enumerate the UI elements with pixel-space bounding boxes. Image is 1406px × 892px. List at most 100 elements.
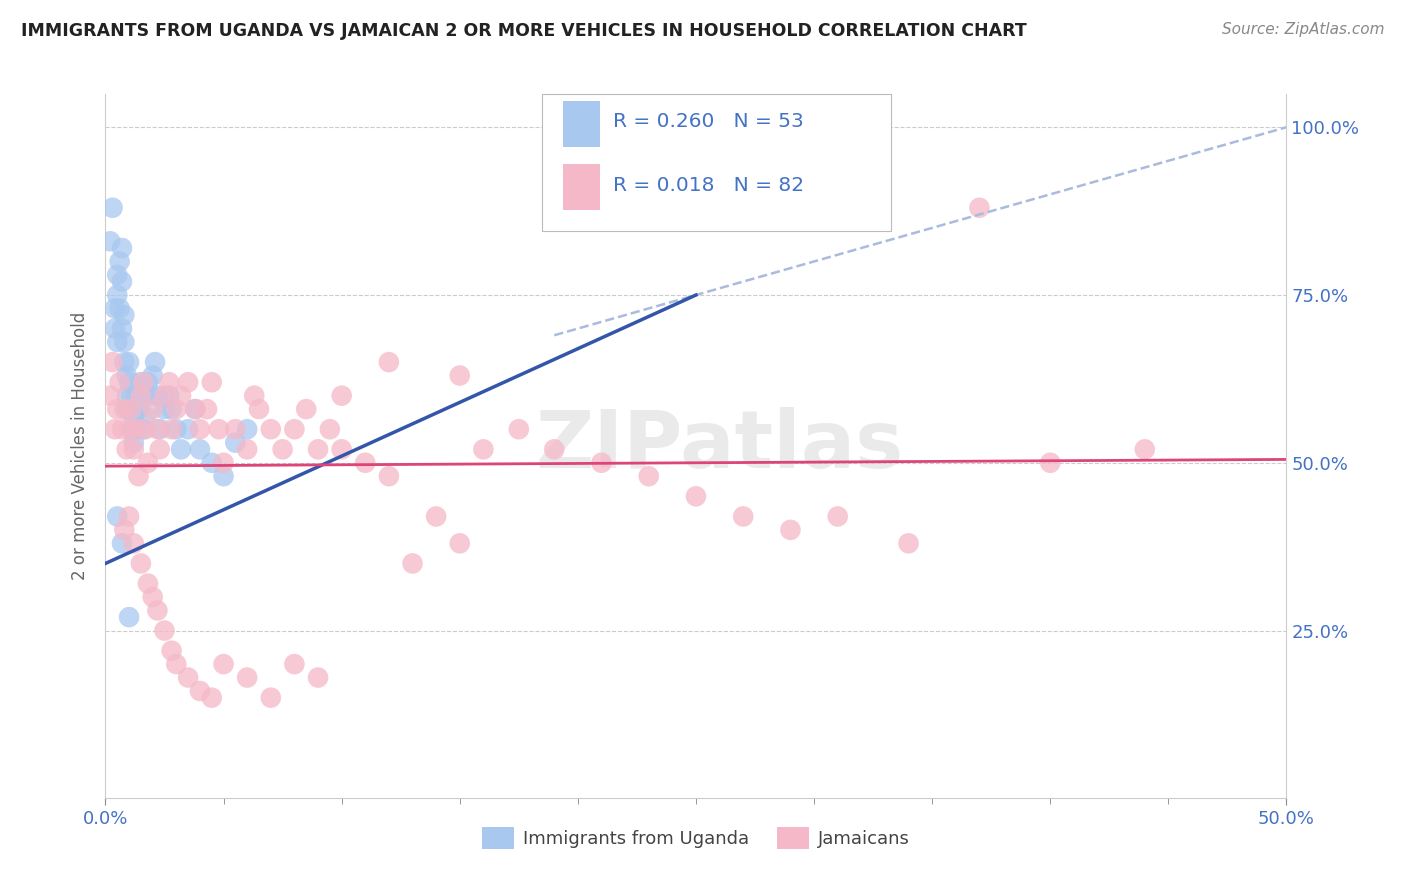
Point (271, 442, 294, 457)
Point (637, 469, 659, 483)
Point (104, 301, 127, 316)
Point (122, 409, 145, 423)
Point (378, 469, 401, 483)
Point (118, 610, 141, 624)
Point (224, 422, 246, 436)
Point (184, 402, 207, 417)
Point (260, 422, 283, 436)
Point (105, 334, 128, 349)
Point (120, 402, 142, 417)
Y-axis label: 2 or more Vehicles in Household: 2 or more Vehicles in Household (72, 312, 90, 580)
Point (132, 422, 155, 436)
Point (118, 376, 141, 390)
Point (125, 422, 148, 436)
Point (115, 368, 138, 383)
Point (146, 389, 169, 403)
Point (1039, 456, 1062, 470)
Point (236, 671, 259, 685)
Point (260, 690, 283, 705)
Point (115, 402, 138, 417)
Point (118, 355, 141, 369)
Point (142, 402, 165, 417)
Point (283, 657, 305, 672)
Point (146, 422, 169, 436)
Point (177, 671, 200, 685)
Point (897, 536, 920, 550)
Point (135, 422, 157, 436)
FancyBboxPatch shape (562, 164, 600, 210)
Point (354, 456, 377, 470)
Point (733, 509, 755, 524)
Point (188, 422, 211, 436)
Point (1133, 442, 1156, 457)
Point (160, 422, 183, 436)
Point (104, 321, 127, 335)
Point (401, 557, 423, 571)
Point (165, 402, 187, 417)
Point (111, 536, 134, 550)
Point (118, 509, 141, 524)
Point (779, 523, 801, 537)
Point (157, 389, 180, 403)
Point (236, 442, 259, 457)
Point (201, 456, 224, 470)
Point (115, 442, 138, 457)
Point (184, 402, 207, 417)
Point (139, 389, 162, 403)
Point (295, 402, 318, 417)
Text: IMMIGRANTS FROM UGANDA VS JAMAICAN 2 OR MORE VEHICLES IN HOUSEHOLD CORRELATION C: IMMIGRANTS FROM UGANDA VS JAMAICAN 2 OR … (21, 22, 1026, 40)
Point (425, 509, 447, 524)
Point (449, 368, 471, 383)
Point (104, 422, 127, 436)
FancyBboxPatch shape (543, 94, 891, 231)
Point (105, 509, 128, 524)
Point (201, 690, 224, 705)
Point (143, 355, 166, 369)
Point (112, 334, 135, 349)
Point (170, 442, 193, 457)
Point (177, 422, 200, 436)
Point (149, 442, 172, 457)
Point (128, 402, 150, 417)
Text: ZIPatlas: ZIPatlas (536, 407, 904, 485)
Text: Source: ZipAtlas.com: Source: ZipAtlas.com (1222, 22, 1385, 37)
Point (111, 321, 134, 335)
Point (212, 456, 235, 470)
Point (135, 409, 157, 423)
Point (125, 389, 148, 403)
Point (212, 469, 235, 483)
Point (449, 536, 471, 550)
Point (283, 422, 305, 436)
Point (153, 402, 176, 417)
Point (129, 557, 152, 571)
Point (122, 536, 145, 550)
Point (157, 376, 180, 390)
Point (969, 201, 991, 215)
Point (170, 389, 193, 403)
Point (307, 671, 329, 685)
Point (153, 389, 176, 403)
Point (136, 576, 159, 591)
Point (115, 389, 138, 403)
Point (101, 355, 124, 369)
Text: R = 0.260   N = 53: R = 0.260 N = 53 (613, 112, 804, 131)
FancyBboxPatch shape (562, 101, 600, 146)
Point (195, 402, 218, 417)
Point (136, 376, 159, 390)
Point (247, 402, 270, 417)
Point (142, 590, 165, 604)
Point (165, 657, 187, 672)
Point (307, 442, 329, 457)
Point (543, 442, 565, 457)
Point (98, 235, 121, 249)
Point (105, 402, 128, 417)
Point (146, 603, 169, 617)
Legend: Immigrants from Uganda, Jamaicans: Immigrants from Uganda, Jamaicans (475, 820, 917, 856)
Point (472, 442, 495, 457)
Point (112, 523, 135, 537)
Point (160, 643, 183, 657)
Point (122, 435, 145, 450)
Point (111, 241, 134, 255)
Point (236, 422, 259, 436)
Point (142, 368, 165, 383)
